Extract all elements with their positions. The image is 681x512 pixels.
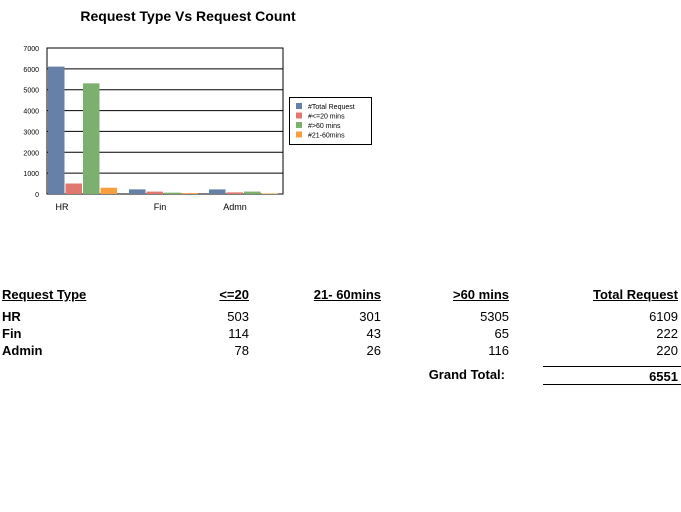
y-tick-label: 0 xyxy=(35,192,39,199)
table-cell: 5305 xyxy=(480,309,509,324)
bar-hr-0 xyxy=(48,66,65,194)
row-label: Admin xyxy=(2,343,43,358)
grand-total-label: Grand Total: xyxy=(428,367,505,382)
table-cell: 116 xyxy=(488,343,509,358)
legend-box xyxy=(289,97,372,145)
y-tick-label: 5000 xyxy=(23,88,39,95)
table-cell: 78 xyxy=(234,343,249,358)
grand-total-bottom-line xyxy=(543,384,681,385)
table-cell: 43 xyxy=(366,326,381,341)
bar-hr-3 xyxy=(100,187,117,194)
legend-label: #>60 mins xyxy=(308,123,341,130)
column-header: Total Request xyxy=(593,287,678,302)
bar-chart: 0 1000 2000 3000 4000 5000 6000 7000 HR Fin Admn #T… xyxy=(23,46,372,212)
bar-admn-1 xyxy=(226,192,243,194)
column-header: 21- 60mins xyxy=(313,287,381,302)
bar-hr-2 xyxy=(83,83,100,194)
x-tick-label: Admn xyxy=(223,202,247,212)
y-tick-label: 6000 xyxy=(23,67,39,74)
bar-admn-2 xyxy=(244,191,261,194)
column-header: Request Type xyxy=(2,287,87,302)
table-cell: 65 xyxy=(494,326,509,341)
bar-admn-3 xyxy=(261,193,278,194)
chart-title: Request Type Vs Request Count xyxy=(80,8,296,24)
table-cell: 220 xyxy=(656,343,678,358)
row-label: Fin xyxy=(2,326,22,341)
bar-admn-0 xyxy=(209,189,226,194)
y-tick-label: 3000 xyxy=(23,129,39,136)
column-header: <=20 xyxy=(219,287,249,302)
legend-swatch xyxy=(296,112,302,119)
x-tick-label: Fin xyxy=(154,202,167,212)
bar-fin-1 xyxy=(146,191,163,194)
table-cell: 222 xyxy=(656,326,678,341)
plot-area xyxy=(46,47,284,195)
table-cell: 114 xyxy=(228,326,249,341)
legend-label: #Total Request xyxy=(308,104,355,111)
bar-hr-1 xyxy=(65,183,82,194)
legend-swatch xyxy=(296,122,302,128)
bar-fin-2 xyxy=(164,192,181,194)
column-header: >60 mins xyxy=(452,287,509,302)
y-tick-label: 2000 xyxy=(23,150,39,157)
y-tick-label: 4000 xyxy=(23,109,39,116)
bar-fin-0 xyxy=(129,189,146,194)
legend-swatch xyxy=(296,103,302,109)
table-cell: 301 xyxy=(359,309,381,324)
legend-label: #<=20 mins xyxy=(308,114,345,121)
table-cell: 503 xyxy=(227,309,249,324)
table-cell: 6109 xyxy=(649,309,678,324)
bar-fin-3 xyxy=(181,193,198,194)
row-label: HR xyxy=(2,309,21,324)
y-tick-label: 1000 xyxy=(23,171,39,178)
x-tick-label: HR xyxy=(56,202,69,212)
legend-label: #21-60mins xyxy=(308,133,345,140)
legend-swatch xyxy=(296,131,302,138)
grand-total-top-line xyxy=(543,366,681,367)
y-tick-label: 7000 xyxy=(23,46,39,53)
table-cell: 26 xyxy=(366,343,381,358)
grand-total-value: 6551 xyxy=(649,369,678,384)
